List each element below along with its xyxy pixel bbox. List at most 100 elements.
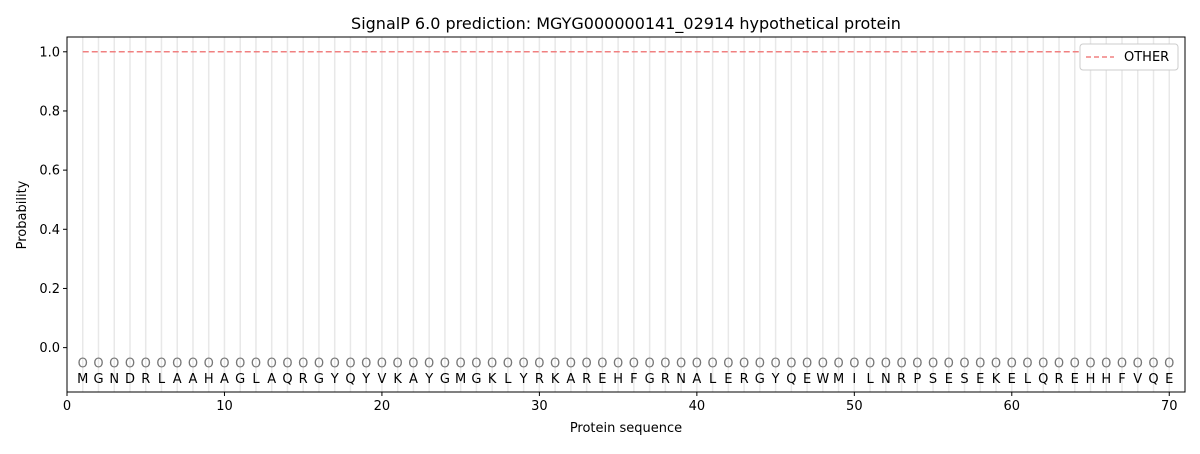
residue-label: E [803,372,811,387]
region-label: O [833,356,843,371]
region-label: O [676,356,686,371]
region-label: O [1148,356,1158,371]
y-axis-label: Probability [15,180,30,249]
residue-label: L [1024,372,1032,387]
residue-label: A [692,372,701,387]
residue-label: R [582,372,591,387]
region-label: O [345,356,355,371]
residue-label: E [1008,372,1016,387]
residue-label: H [204,372,214,387]
region-label: O [440,356,450,371]
region-label: O [377,356,387,371]
region-label: O [219,356,229,371]
residue-label: Y [330,372,339,387]
residue-label: L [252,372,260,387]
x-tick-label: 50 [846,399,863,414]
region-label: O [235,356,245,371]
x-tick-label: 60 [1004,399,1021,414]
residue-label: Y [361,372,370,387]
residue-label: A [220,372,229,387]
region-label: O [1070,356,1080,371]
residue-label: G [235,372,245,387]
residue-label: L [709,372,717,387]
residue-label: P [913,372,921,387]
residue-label: K [488,372,497,387]
residue-label: Q [1038,372,1048,387]
residue-label: N [676,372,686,387]
region-label: O [330,356,340,371]
residue-label: G [471,372,481,387]
legend-label-other: OTHER [1124,50,1169,65]
x-tick-label: 20 [374,399,391,414]
region-label: O [865,356,875,371]
region-label: O [188,356,198,371]
region-label: O [298,356,308,371]
region-label: O [487,356,497,371]
region-label: O [1085,356,1095,371]
residue-label: A [267,372,276,387]
residue-label: V [377,372,386,387]
residue-label: K [551,372,560,387]
residue-label: Y [424,372,433,387]
residue-label: I [852,372,856,387]
residue-label: E [945,372,953,387]
region-label: O [629,356,639,371]
region-label: O [314,356,324,371]
region-label: O [802,356,812,371]
region-label: O [109,356,119,371]
residue-label: D [125,372,135,387]
x-axis-label: Protein sequence [570,421,682,436]
residue-label: Q [282,372,292,387]
x-tick-label: 40 [689,399,706,414]
residue-label: M [455,372,466,387]
region-label: O [456,356,466,371]
region-label: O [707,356,717,371]
residue-label: N [109,372,119,387]
x-tick-label: 70 [1161,399,1178,414]
region-label: O [393,356,403,371]
region-label: O [1164,356,1174,371]
residue-label: F [1118,372,1125,387]
residue-label: G [314,372,324,387]
plot-frame [66,36,1186,393]
region-label: O [156,356,166,371]
region-label: O [78,356,88,371]
residue-label: R [299,372,308,387]
region-label: O [408,356,418,371]
residue-label: V [1133,372,1142,387]
region-label: O [692,356,702,371]
residue-label: L [866,372,874,387]
residue-label: E [598,372,606,387]
residue-label: G [645,372,655,387]
residue-label: E [1071,372,1079,387]
residue-label: G [93,372,103,387]
residue-label: A [566,372,575,387]
region-label: O [755,356,765,371]
residue-label: A [189,372,198,387]
residue-label: A [173,372,182,387]
residue-label: G [755,372,765,387]
region-label: O [881,356,891,371]
residue-label: M [833,372,844,387]
y-tick-label: 0.2 [39,282,60,297]
x-tick-label: 30 [531,399,548,414]
region-label: O [818,356,828,371]
residue-label: N [881,372,891,387]
residue-label: E [1165,372,1173,387]
region-label: O [93,356,103,371]
region-label: O [1133,356,1143,371]
residue-label: W [816,372,829,387]
region-label: O [786,356,796,371]
region-label: O [975,356,985,371]
region-label: O [849,356,859,371]
residue-label: F [630,372,637,387]
region-label: O [503,356,513,371]
region-label: O [1007,356,1017,371]
region-label: O [566,356,576,371]
region-label: O [141,356,151,371]
residue-label: L [158,372,166,387]
residue-label: R [1055,372,1064,387]
residue-label: Q [1148,372,1158,387]
